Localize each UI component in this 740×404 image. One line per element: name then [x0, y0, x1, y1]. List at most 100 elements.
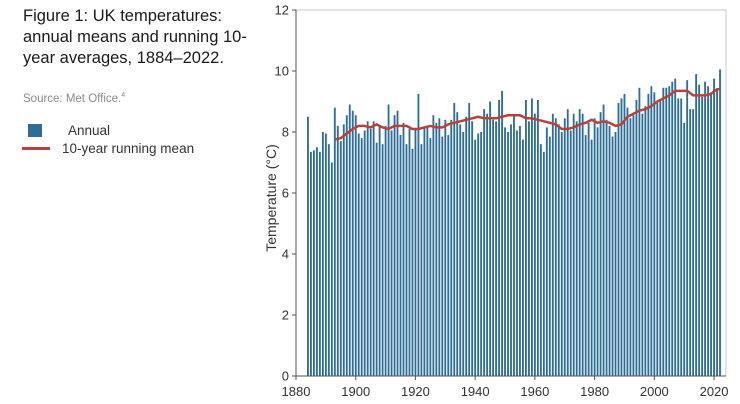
bar-1940	[474, 139, 477, 377]
bar-1959	[530, 98, 533, 376]
figure-source-footnote: 4	[121, 92, 126, 99]
bar-1971	[566, 109, 569, 377]
y-tick-label: 8	[282, 125, 289, 140]
bar-1927	[435, 122, 438, 376]
bar-1961	[536, 99, 539, 376]
bar-2011	[686, 80, 689, 377]
bar-1982	[599, 112, 602, 377]
bar-1980	[593, 118, 596, 376]
y-tick-label: 4	[282, 247, 289, 262]
bar-1944	[486, 113, 489, 376]
bar-1900	[354, 115, 357, 376]
bar-1890	[324, 133, 327, 376]
bar-1964	[545, 127, 548, 376]
bar-1908	[378, 125, 381, 377]
bar-2015	[698, 84, 701, 376]
bar-1924	[426, 125, 429, 377]
figure-title: Figure 1: UK temperatures: annual means …	[23, 7, 247, 67]
bar-1983	[602, 104, 605, 377]
bar-1960	[533, 113, 536, 376]
bar-1913	[393, 115, 396, 376]
bar-1909	[381, 144, 384, 376]
bar-2000	[653, 92, 656, 376]
y-axis-ticks: 0 2 4 6 8 10 12	[275, 3, 296, 384]
bar-1885	[310, 151, 312, 376]
bar-1997	[644, 106, 647, 376]
bar-1922	[420, 144, 423, 376]
bar-1963	[542, 151, 545, 376]
legend-item-running-mean: 10-year running mean	[22, 139, 194, 157]
bar-1912	[390, 130, 393, 376]
bar-1992	[629, 118, 632, 376]
bar-1918	[408, 128, 411, 376]
bar-1891	[327, 144, 330, 376]
bar-1925	[429, 138, 432, 376]
bar-1995	[638, 87, 641, 376]
bar-1903	[363, 130, 366, 376]
bar-1911	[387, 104, 390, 377]
bar-1946	[492, 119, 495, 377]
bar-1899	[351, 110, 354, 377]
bar-1979	[590, 139, 593, 377]
bar-2014	[695, 74, 698, 377]
bar-1902	[360, 138, 363, 376]
chart-legend: Annual 10-year running mean	[22, 121, 194, 157]
line-series-running-mean	[334, 88, 721, 141]
bar-1999	[650, 86, 653, 376]
bar-1896	[342, 124, 345, 377]
bar-1931	[447, 135, 450, 376]
bar-1972	[569, 130, 572, 376]
bar-1973	[572, 113, 575, 376]
x-axis-ticks: 1880 1900 1920 1940 1960 1980 2000 2020	[282, 376, 729, 399]
bar-1906	[372, 121, 375, 376]
bar-1898	[348, 104, 351, 377]
bar-1930	[444, 119, 447, 377]
y-tick-label: 0	[282, 369, 289, 384]
bar-1984	[605, 119, 608, 377]
bar-1914	[396, 110, 399, 377]
bar-2005	[668, 86, 671, 376]
bar-1976	[581, 113, 584, 376]
bar-1935	[459, 124, 462, 377]
y-tick-label: 12	[275, 3, 289, 18]
bar-1965	[548, 136, 551, 376]
x-tick-label: 1900	[341, 384, 370, 399]
bar-1953	[513, 115, 515, 376]
bar-1977	[584, 135, 587, 376]
bar-2001	[656, 103, 659, 376]
bar-1905	[369, 128, 372, 376]
bar-1955	[519, 125, 521, 377]
bar-1904	[366, 121, 369, 376]
bar-1990	[623, 93, 626, 377]
bar-1943	[483, 109, 486, 377]
bar-1920	[414, 128, 417, 376]
bar-1957	[525, 99, 527, 376]
legend-item-annual: Annual	[28, 121, 194, 139]
bar-1942	[480, 132, 483, 376]
bar-1981	[596, 127, 599, 376]
x-tick-label: 1940	[461, 384, 490, 399]
bar-1923	[423, 127, 426, 376]
bar-2009	[680, 98, 683, 376]
bar-1934	[456, 112, 459, 377]
bar-1928	[438, 118, 441, 376]
bar-1907	[375, 142, 378, 376]
bar-1938	[468, 103, 471, 376]
bar-1917	[405, 144, 408, 376]
bar-1936	[462, 132, 465, 376]
figure-source: Source: Met Office.4	[23, 92, 125, 105]
y-tick-label: 6	[282, 186, 289, 201]
bar-1975	[578, 109, 581, 377]
legend-swatch-bar	[28, 123, 42, 137]
bar-2003	[662, 87, 665, 376]
x-tick-label: 1960	[520, 384, 549, 399]
bar-1892	[330, 162, 333, 376]
bar-1966	[551, 113, 554, 376]
bar-1948	[498, 99, 500, 376]
legend-swatch-line	[22, 146, 50, 150]
bar-1951	[507, 132, 509, 376]
bar-1993	[632, 115, 635, 376]
bar-1894	[336, 125, 339, 377]
bar-2017	[704, 81, 707, 377]
